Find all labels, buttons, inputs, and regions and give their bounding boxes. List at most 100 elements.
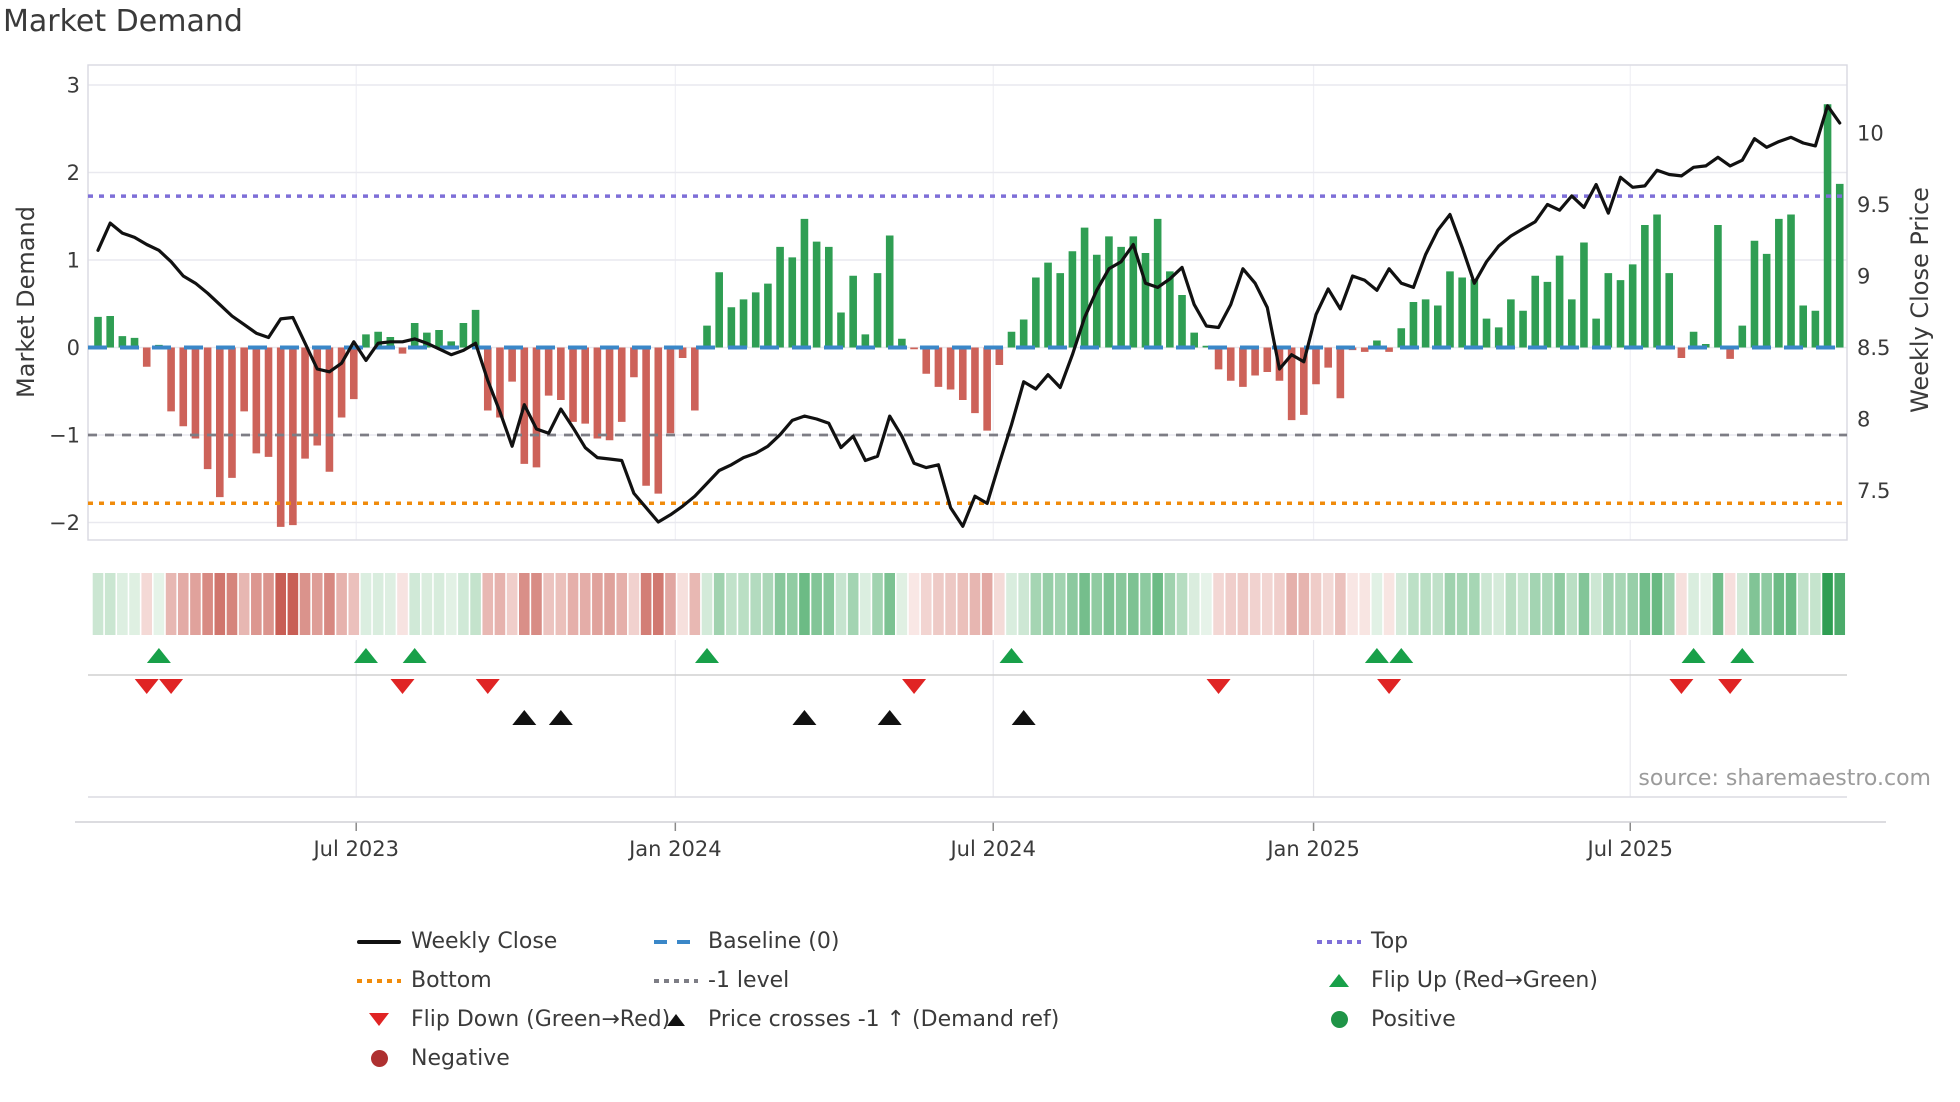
legend-column-1: Weekly Close Bottom Flip Down (Green→Red) N…	[356, 922, 670, 1078]
demand-bar	[946, 347, 955, 390]
heatmap-cell	[482, 573, 494, 635]
heatmap-cell	[1128, 573, 1139, 635]
heatmap-cell	[933, 573, 944, 635]
heatmap-cell	[920, 573, 932, 635]
demand-bar	[1068, 251, 1077, 348]
demand-bar	[910, 347, 918, 350]
demand-bar	[898, 338, 906, 348]
heatmap-cell	[1042, 573, 1054, 635]
demand-bar	[1665, 273, 1674, 348]
demand-bar	[1446, 271, 1454, 348]
heatmap-cell	[251, 573, 262, 635]
legend-swatch-dotted-purple	[1316, 930, 1362, 954]
price-cross-marker	[548, 710, 573, 725]
demand-bar	[1750, 240, 1759, 348]
heatmap-cell	[1529, 573, 1541, 635]
demand-bar	[118, 336, 127, 348]
price-cross-marker	[877, 710, 902, 725]
demand-bar	[691, 347, 699, 411]
demand-bar	[142, 347, 151, 367]
heatmap-cell	[324, 573, 335, 635]
legend-item: Flip Down (Green→Red)	[356, 1000, 670, 1039]
demand-bar	[1373, 340, 1381, 348]
x-tick-label: Jul 2025	[1586, 837, 1673, 861]
demand-bar	[958, 347, 967, 400]
heatmap-cell	[238, 573, 250, 635]
heatmap-cell	[616, 573, 628, 635]
heatmap-cell	[445, 573, 457, 635]
heatmap-cell	[750, 573, 762, 635]
legend-swatch-line-black	[356, 930, 402, 954]
circle-darkred-icon	[370, 1050, 388, 1067]
demand-bar	[276, 347, 285, 527]
heatmap-cell	[786, 573, 798, 635]
demand-bar	[751, 292, 760, 348]
heatmap-cell	[1724, 573, 1736, 635]
legend-column-3: Top Flip Up (Red→Green) Positive	[1316, 922, 1598, 1039]
heatmap-cell	[1140, 573, 1151, 635]
demand-bar	[1007, 331, 1016, 348]
legend-item: Weekly Close	[356, 922, 670, 961]
demand-bar	[715, 272, 723, 348]
demand-bar	[1105, 236, 1113, 348]
heatmap-cell	[701, 573, 713, 635]
legend-label: Price crosses -1 ↑ (Demand ref)	[708, 1007, 1060, 1032]
flip-down-marker	[1669, 679, 1694, 694]
demand-bar	[1738, 325, 1747, 348]
weekly-close-line	[96, 104, 1842, 528]
flip-up-marker	[353, 648, 378, 663]
x-tick-label: Jan 2024	[627, 837, 722, 861]
demand-bar	[1226, 347, 1235, 381]
legend-item: Price crosses -1 ↑ (Demand ref)	[653, 1000, 1059, 1039]
legend-item: -1 level	[653, 961, 1059, 1000]
demand-bar	[410, 323, 419, 348]
flip-down-marker	[475, 679, 500, 694]
heatmap-cell	[1810, 573, 1821, 635]
triangle-down-red-icon	[369, 1013, 389, 1026]
heatmap-cell	[1785, 573, 1797, 635]
demand-bar	[1714, 225, 1722, 348]
demand-bar	[313, 347, 322, 446]
demand-bar	[776, 246, 784, 348]
legend-item: Bottom	[356, 961, 670, 1000]
heatmap-cell	[811, 573, 822, 635]
demand-bar	[1811, 310, 1820, 348]
heatmap-cell	[470, 573, 481, 635]
heatmap-cell	[348, 573, 360, 635]
demand-bar	[1056, 273, 1065, 348]
heatmap-cell	[1761, 573, 1772, 635]
demand-bar	[727, 307, 736, 348]
heatmap-cell	[1420, 573, 1431, 635]
heatmap-cell	[1554, 573, 1565, 635]
heatmap-cell	[738, 573, 749, 635]
heatmap-cell	[506, 573, 518, 635]
flip-down-marker	[902, 679, 927, 694]
flip-down-marker	[159, 679, 184, 694]
heatmap-cell	[1469, 573, 1480, 635]
demand-bar	[508, 347, 516, 382]
heatmap-cell	[1456, 573, 1468, 635]
demand-bar	[678, 347, 687, 358]
left-tick-label: −2	[49, 511, 80, 535]
heatmap-cell	[1322, 573, 1334, 635]
demand-bar	[1080, 227, 1089, 348]
demand-bar	[1117, 246, 1125, 348]
heatmap-cell	[945, 573, 956, 635]
legend-swatch-circle-green	[1316, 1008, 1362, 1032]
demand-bar	[94, 316, 102, 348]
heatmap-cell	[555, 573, 567, 635]
heatmap-cell	[774, 573, 786, 635]
demand-bar	[1775, 218, 1783, 348]
demand-bar	[1689, 331, 1698, 348]
demand-bar	[496, 347, 504, 418]
legend-label: Negative	[411, 1046, 510, 1071]
heatmap-cell	[713, 573, 725, 635]
flip-down-marker	[1206, 679, 1231, 694]
legend-item: Top	[1316, 922, 1598, 961]
demand-bar	[1555, 255, 1564, 348]
heatmap-cell	[592, 573, 603, 635]
demand-bar	[1604, 273, 1613, 348]
heatmap-cell	[1079, 573, 1090, 635]
heatmap-cell	[190, 573, 201, 635]
